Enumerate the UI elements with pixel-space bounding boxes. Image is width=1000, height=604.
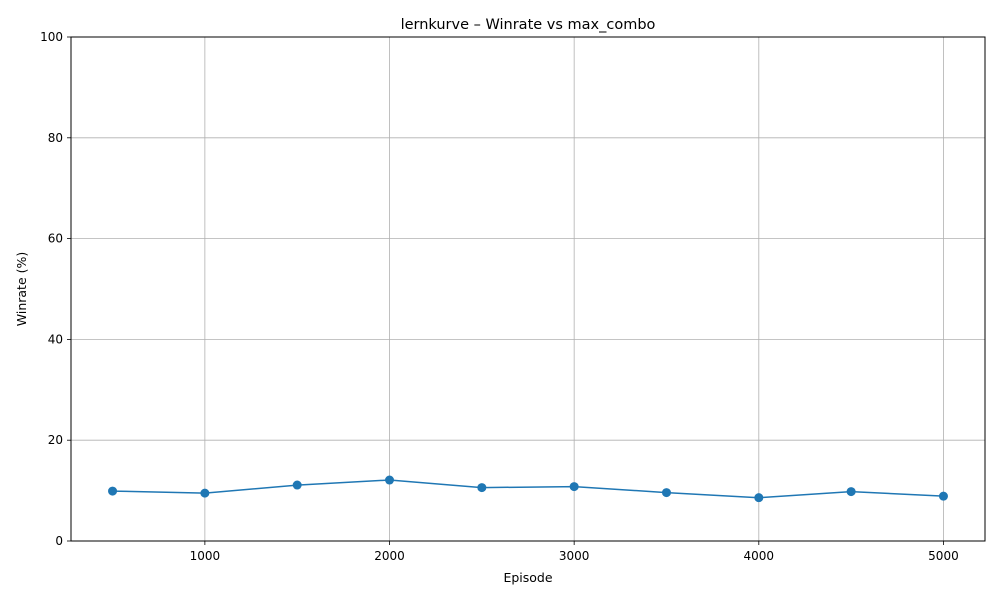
- y-tick-label: 100: [40, 30, 63, 44]
- data-point: [661, 488, 671, 498]
- y-tick-label: 20: [48, 433, 63, 447]
- data-point: [200, 488, 210, 498]
- plot-frame: [70, 36, 986, 542]
- data-point: [292, 480, 302, 490]
- data-point: [938, 491, 948, 501]
- x-axis-label: Episode: [503, 570, 552, 585]
- y-tick-label: 60: [48, 232, 63, 246]
- data-point: [477, 483, 487, 493]
- x-axis-ticks: 1000 2000 3000 4000 5000: [190, 541, 959, 563]
- y-axis-label: Winrate (%): [14, 252, 29, 326]
- series-layer: [108, 475, 948, 503]
- data-point: [385, 475, 395, 485]
- chart-title: lernkurve – Winrate vs max_combo: [401, 17, 656, 33]
- data-point: [846, 487, 856, 497]
- data-point: [569, 482, 579, 492]
- data-point: [754, 493, 764, 503]
- x-tick-label: 5000: [928, 549, 959, 563]
- y-axis-ticks: 0 20 40 60 80 100: [40, 30, 71, 548]
- y-tick-label: 40: [48, 332, 63, 346]
- x-tick-label: 2000: [374, 549, 405, 563]
- data-point: [108, 486, 118, 496]
- y-tick-label: 80: [48, 131, 63, 145]
- y-tick-label: 0: [55, 534, 63, 548]
- x-tick-label: 3000: [559, 549, 590, 563]
- x-tick-label: 4000: [744, 549, 775, 563]
- series-line: [112, 479, 944, 499]
- x-tick-label: 1000: [190, 549, 221, 563]
